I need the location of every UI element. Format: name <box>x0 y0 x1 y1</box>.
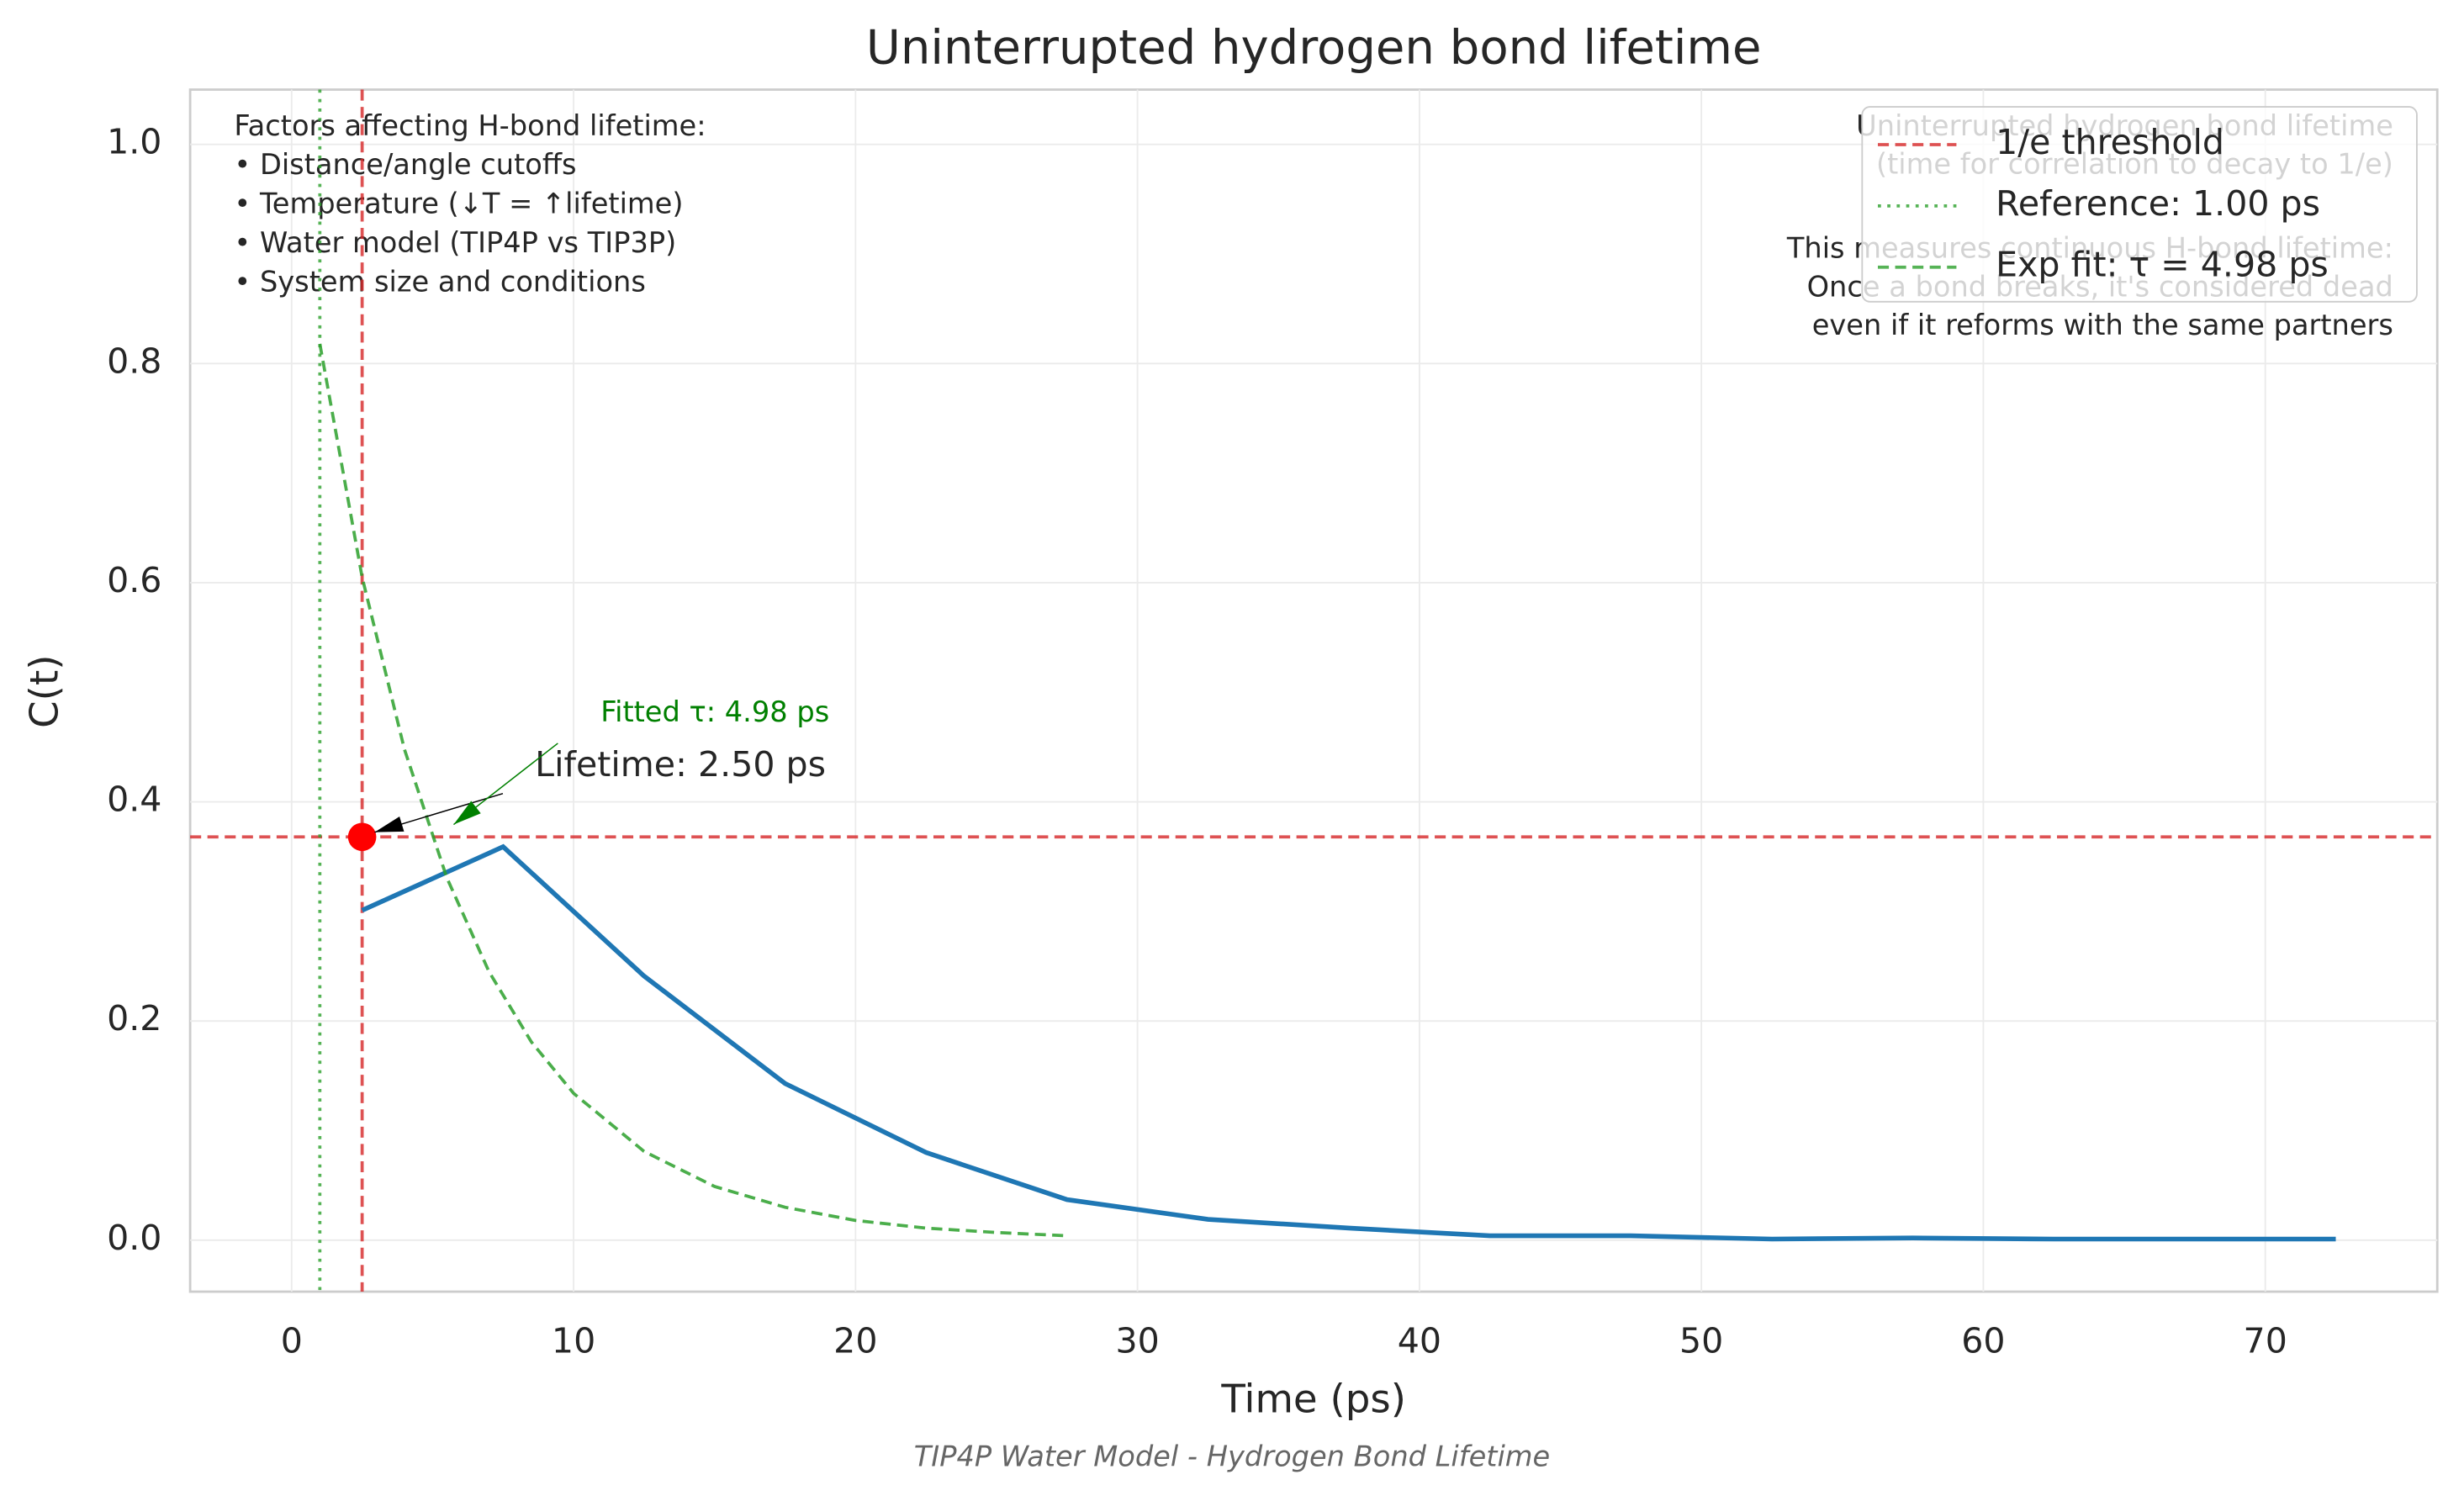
chart-title: Uninterrupted hydrogen bond lifetime <box>866 20 1762 75</box>
x-axis-label: Time (ps) <box>1220 1377 1406 1422</box>
note-left: • Distance/angle cutoffs <box>234 148 576 181</box>
x-tick-label: 50 <box>1679 1321 1723 1361</box>
annotation-text: Lifetime: 2.50 ps <box>535 744 826 785</box>
x-tick-label: 40 <box>1398 1321 1441 1361</box>
series-line <box>318 343 1067 1238</box>
x-tick-label: 60 <box>1961 1321 2005 1361</box>
arrow-head <box>374 817 404 832</box>
legend-box <box>1861 106 2418 303</box>
x-tick-label: 20 <box>833 1321 877 1361</box>
note-left: Factors affecting H-bond lifetime: <box>234 109 706 142</box>
series-line <box>361 843 2336 1242</box>
note-left: • System size and conditions <box>234 265 645 298</box>
x-tick-label: 10 <box>552 1321 595 1361</box>
y-tick-label: 1.0 <box>107 122 161 162</box>
x-tick-label: 30 <box>1115 1321 1159 1361</box>
y-tick-label: 0.6 <box>107 560 161 600</box>
legend-label: Reference: 1.00 ps <box>1996 183 2320 224</box>
note-right: even if it reforms with the same partner… <box>1812 309 2393 341</box>
note-left: • Temperature (↓T = ↑lifetime) <box>234 188 683 220</box>
y-tick-label: 0.2 <box>107 998 161 1039</box>
annotation-text: Fitted τ: 4.98 ps <box>600 695 829 728</box>
marker <box>347 822 377 852</box>
x-tick-label: 70 <box>2244 1321 2287 1361</box>
arrow-head <box>453 801 481 825</box>
y-tick-label: 0.4 <box>107 780 161 820</box>
x-tick-label: 0 <box>281 1321 303 1361</box>
caption: TIP4P Water Model - Hydrogen Bond Lifeti… <box>914 1440 1550 1473</box>
legend-label: Exp fit: τ = 4.98 ps <box>1996 245 2329 285</box>
note-left: • Water model (TIP4P vs TIP3P) <box>234 226 676 259</box>
legend-label: 1/e threshold <box>1996 122 2224 162</box>
y-tick-label: 0.0 <box>107 1218 161 1258</box>
y-tick-label: 0.8 <box>107 341 161 381</box>
y-axis-label: C(t) <box>23 655 68 728</box>
